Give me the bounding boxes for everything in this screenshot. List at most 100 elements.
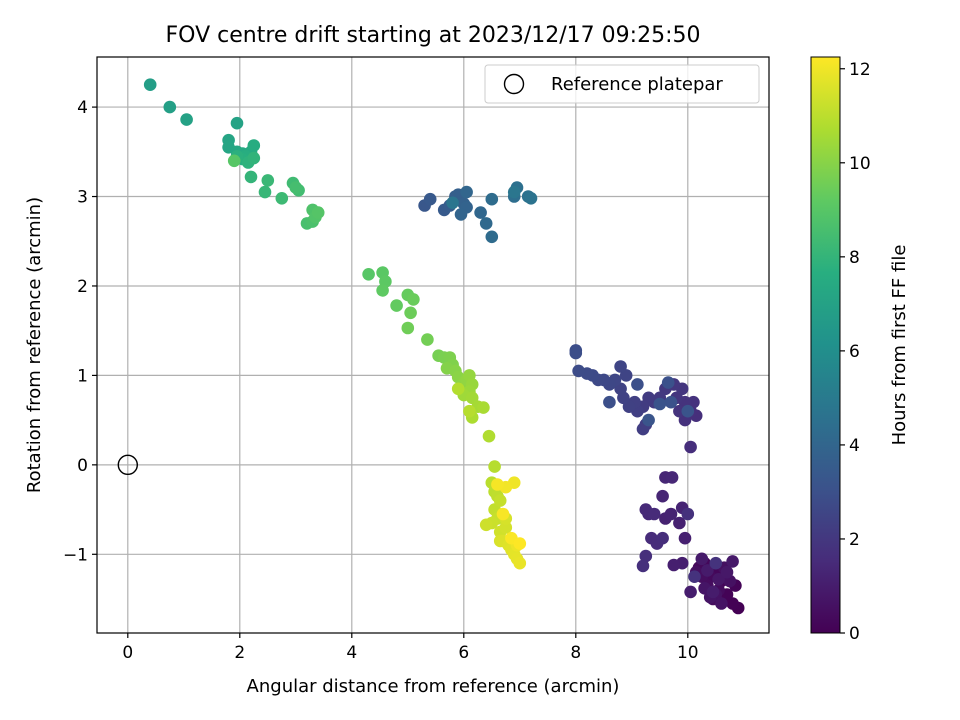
chart-title: FOV centre drift starting at 2023/12/17 … <box>166 23 701 48</box>
data-point <box>479 518 493 532</box>
plot-frame <box>96 56 770 634</box>
data-point <box>709 556 723 570</box>
data-point <box>684 440 697 454</box>
colorbar-label: Hours from first FF file <box>889 245 910 446</box>
data-point <box>701 564 714 577</box>
legend: Reference platepar <box>484 64 760 104</box>
data-point <box>720 565 734 579</box>
data-point <box>513 537 527 550</box>
y-tick-label: 2 <box>77 277 88 297</box>
data-point <box>513 556 527 570</box>
x-tick-label: 6 <box>458 643 469 663</box>
y-tick-label: 1 <box>77 366 88 386</box>
data-point <box>463 404 476 418</box>
data-point <box>656 489 669 503</box>
data-point <box>390 299 403 312</box>
data-point <box>496 507 510 521</box>
data-point <box>665 471 679 484</box>
data-point <box>247 151 261 165</box>
data-point <box>653 397 667 411</box>
data-point <box>688 570 701 583</box>
data-point <box>491 478 504 491</box>
colorbar-tick-label: 12 <box>849 60 871 80</box>
colorbar-tick-label: 10 <box>849 154 871 174</box>
data-point <box>678 531 692 545</box>
reference-platepar-marker <box>117 454 139 476</box>
data-point <box>726 597 739 610</box>
data-point <box>488 460 501 473</box>
data-point <box>244 170 258 184</box>
data-point <box>258 185 272 199</box>
data-point <box>614 360 627 373</box>
legend-reference-marker <box>503 73 525 95</box>
y-axis-ticks: −1 0 1 2 3 4 <box>63 98 97 565</box>
data-point <box>639 549 653 563</box>
data-point <box>163 100 177 114</box>
data-point <box>667 558 681 572</box>
data-point <box>715 597 728 610</box>
data-point <box>479 217 493 230</box>
data-point <box>421 333 434 346</box>
x-tick-label: 4 <box>346 643 357 663</box>
data-point <box>227 154 241 168</box>
data-point <box>404 306 417 320</box>
data-point <box>507 185 521 199</box>
data-point <box>485 192 499 206</box>
data-point <box>446 196 459 210</box>
data-point <box>726 555 739 568</box>
data-point <box>664 395 678 409</box>
data-point <box>712 573 725 586</box>
x-tick-label: 0 <box>122 643 133 663</box>
data-point <box>230 116 244 130</box>
data-point <box>681 507 695 521</box>
data-point <box>311 206 325 219</box>
data-point <box>493 494 507 507</box>
colorbar-ticks: 0 2 4 6 8 10 12 <box>840 60 871 644</box>
colorbar-tick-label: 2 <box>849 530 860 550</box>
data-point <box>401 321 415 335</box>
data-point <box>681 404 695 418</box>
data-point <box>673 516 686 530</box>
data-point <box>362 268 375 281</box>
data-point <box>275 192 289 205</box>
data-point <box>661 376 675 389</box>
y-tick-label: 3 <box>77 188 88 208</box>
legend-label-reference: Reference platepar <box>551 74 723 95</box>
data-point <box>143 78 157 91</box>
data-point <box>482 429 496 443</box>
data-points <box>143 78 745 615</box>
data-point <box>474 206 487 219</box>
x-axis-label: Angular distance from reference (arcmin) <box>247 676 620 697</box>
data-point <box>524 192 538 205</box>
data-point <box>499 521 513 534</box>
plot-background <box>97 57 769 633</box>
data-point <box>656 531 669 545</box>
data-point <box>423 192 437 206</box>
data-point <box>706 585 720 599</box>
colorbar-tick-label: 0 <box>849 624 860 644</box>
data-point <box>647 507 661 521</box>
data-point <box>376 284 389 297</box>
data-point <box>485 230 499 244</box>
data-point <box>572 364 585 378</box>
data-point <box>261 174 275 187</box>
legend-box <box>484 64 760 104</box>
data-point <box>636 559 650 573</box>
data-point <box>460 185 473 199</box>
colorbar-tick-label: 6 <box>849 342 860 362</box>
y-tick-label: 0 <box>77 456 88 476</box>
x-axis-ticks: 0 2 4 6 8 10 <box>122 633 699 663</box>
data-point <box>695 552 709 566</box>
data-point <box>569 346 583 360</box>
colorbar-tick-label: 8 <box>849 248 860 268</box>
data-point <box>642 413 655 427</box>
y-tick-label: 4 <box>77 98 88 118</box>
data-point <box>631 378 644 391</box>
data-point <box>451 382 465 396</box>
data-point <box>664 507 678 521</box>
data-point <box>477 401 490 414</box>
x-tick-label: 8 <box>570 643 581 663</box>
colorbar-tick-label: 4 <box>849 436 860 456</box>
